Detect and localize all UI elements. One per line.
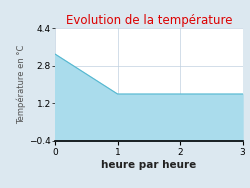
Y-axis label: Température en °C: Température en °C [17,45,26,124]
Title: Evolution de la température: Evolution de la température [66,14,232,27]
X-axis label: heure par heure: heure par heure [101,160,196,170]
